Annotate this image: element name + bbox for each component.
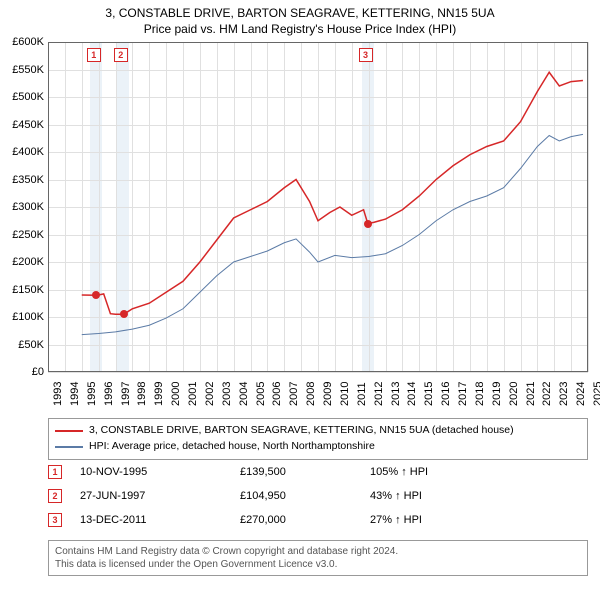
xtick-label: 2006: [271, 382, 283, 406]
xtick-label: 1994: [69, 382, 81, 406]
title-line-1: 3, CONSTABLE DRIVE, BARTON SEAGRAVE, KET…: [0, 6, 600, 22]
ytick-label: £600K: [12, 36, 44, 48]
sales-row: 2 27-JUN-1997£104,95043% ↑ HPI: [48, 484, 588, 508]
sales-row-price: £139,500: [240, 466, 370, 478]
ytick-label: £250K: [12, 229, 44, 241]
ytick-label: £500K: [12, 91, 44, 103]
ytick-label: £100K: [12, 311, 44, 323]
sales-row-marker: 3: [48, 513, 62, 527]
sales-row-date: 13-DEC-2011: [80, 514, 240, 526]
legend-row: HPI: Average price, detached house, Nort…: [55, 439, 581, 455]
xtick-label: 2020: [508, 382, 520, 406]
ytick-label: £200K: [12, 256, 44, 268]
ytick-label: £350K: [12, 174, 44, 186]
ytick-label: £450K: [12, 119, 44, 131]
sales-row-marker: 2: [48, 489, 62, 503]
gridline-v: [588, 42, 589, 372]
series-hpi_index: [82, 134, 583, 334]
footer-box: Contains HM Land Registry data © Crown c…: [48, 540, 588, 576]
sales-table: 1 10-NOV-1995£139,500105% ↑ HPI 2 27-JUN-19…: [48, 460, 588, 532]
xtick-label: 2017: [457, 382, 469, 406]
legend-row: 3, CONSTABLE DRIVE, BARTON SEAGRAVE, KET…: [55, 423, 581, 439]
xtick-label: 2002: [204, 382, 216, 406]
sales-row-date: 27-JUN-1997: [80, 490, 240, 502]
xtick-label: 2008: [305, 382, 317, 406]
sale-marker-box: 2: [114, 48, 128, 62]
chart-container: 3, CONSTABLE DRIVE, BARTON SEAGRAVE, KET…: [0, 0, 600, 590]
xtick-label: 2003: [221, 382, 233, 406]
xtick-label: 2015: [423, 382, 435, 406]
footer-line-2: This data is licensed under the Open Gov…: [55, 558, 581, 571]
xtick-label: 2005: [255, 382, 267, 406]
xtick-label: 2000: [170, 382, 182, 406]
xtick-label: 1993: [52, 382, 64, 406]
sales-row-marker: 1: [48, 465, 62, 479]
xtick-label: 2023: [558, 382, 570, 406]
xtick-label: 2021: [525, 382, 537, 406]
xtick-label: 2013: [390, 382, 402, 406]
xtick-label: 2025: [592, 382, 600, 406]
sales-row-pct: 105% ↑ HPI: [370, 466, 490, 478]
xtick-label: 2024: [575, 382, 587, 406]
sale-marker-dot: [364, 220, 372, 228]
xtick-label: 2012: [373, 382, 385, 406]
sale-marker-box: 3: [359, 48, 373, 62]
ytick-label: £0: [32, 366, 44, 378]
ytick-label: £50K: [18, 339, 44, 351]
xtick-label: 1995: [86, 382, 98, 406]
legend-swatch: [55, 430, 83, 432]
sales-row-pct: 27% ↑ HPI: [370, 514, 490, 526]
sales-row-pct: 43% ↑ HPI: [370, 490, 490, 502]
xtick-label: 1999: [153, 382, 165, 406]
xtick-label: 2019: [491, 382, 503, 406]
sale-marker-dot: [92, 291, 100, 299]
xtick-label: 2007: [288, 382, 300, 406]
footer-line-1: Contains HM Land Registry data © Crown c…: [55, 545, 581, 558]
line-series-svg: [48, 42, 588, 372]
plot-area: 12 3: [48, 42, 588, 372]
xtick-label: 2010: [339, 382, 351, 406]
xtick-label: 2016: [440, 382, 452, 406]
xtick-label: 2022: [541, 382, 553, 406]
ytick-label: £300K: [12, 201, 44, 213]
xtick-label: 1996: [103, 382, 115, 406]
title-block: 3, CONSTABLE DRIVE, BARTON SEAGRAVE, KET…: [0, 0, 600, 39]
legend-box: 3, CONSTABLE DRIVE, BARTON SEAGRAVE, KET…: [48, 418, 588, 460]
ytick-label: £150K: [12, 284, 44, 296]
sale-marker-dot: [120, 310, 128, 318]
sales-row-price: £104,950: [240, 490, 370, 502]
ytick-label: £550K: [12, 64, 44, 76]
legend-label: 3, CONSTABLE DRIVE, BARTON SEAGRAVE, KET…: [89, 423, 514, 439]
legend-swatch: [55, 446, 83, 448]
legend-label: HPI: Average price, detached house, Nort…: [89, 439, 375, 455]
title-line-2: Price paid vs. HM Land Registry's House …: [0, 22, 600, 38]
sale-marker-box: 1: [87, 48, 101, 62]
sales-row-date: 10-NOV-1995: [80, 466, 240, 478]
xtick-label: 2018: [474, 382, 486, 406]
xtick-label: 2001: [187, 382, 199, 406]
ytick-label: £400K: [12, 146, 44, 158]
sales-row: 1 10-NOV-1995£139,500105% ↑ HPI: [48, 460, 588, 484]
sales-row: 3 13-DEC-2011£270,00027% ↑ HPI: [48, 508, 588, 532]
gridline-h: [48, 372, 588, 373]
series-property_price: [82, 72, 583, 314]
xtick-label: 2011: [356, 382, 368, 406]
xtick-label: 2004: [238, 382, 250, 406]
xtick-label: 2009: [322, 382, 334, 406]
sales-row-price: £270,000: [240, 514, 370, 526]
xtick-label: 2014: [406, 382, 418, 406]
xtick-label: 1997: [120, 382, 132, 406]
xtick-label: 1998: [136, 382, 148, 406]
